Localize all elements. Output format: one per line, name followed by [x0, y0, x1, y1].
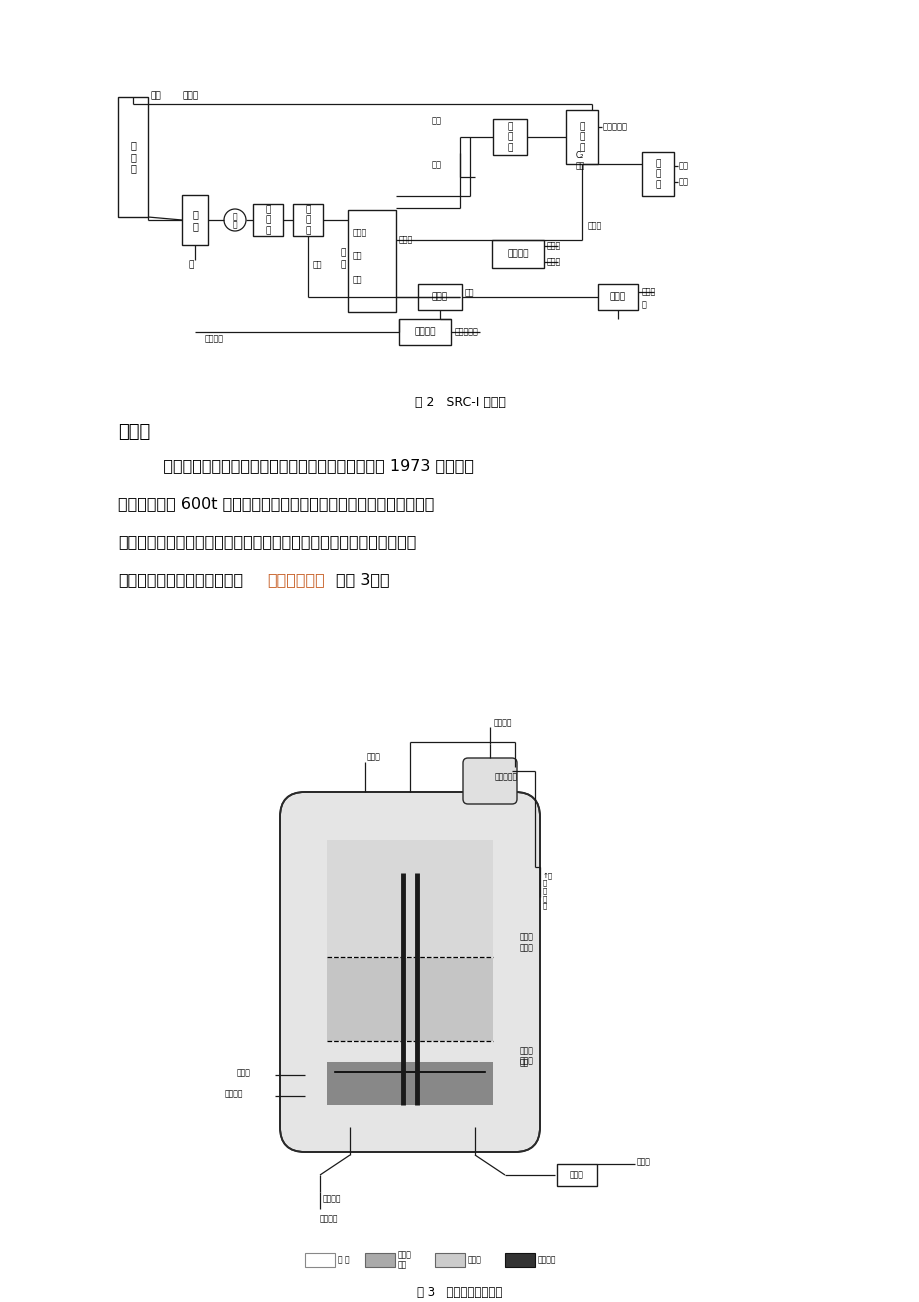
Text: 溶剂精炼煤: 溶剂精炼煤 [455, 328, 478, 336]
Text: 氢煎法的特点是采用加压傅化: 氢煎法的特点是采用加压傅化 [118, 573, 243, 587]
Text: 重油: 重油 [353, 275, 362, 284]
Text: C₂: C₂ [575, 151, 584, 160]
Text: 煎: 煎 [188, 260, 194, 270]
Text: 使煎在氢压下裂解成小分子的烃类液体燃料。与其他加氢液化法比较，: 使煎在氢压下裂解成小分子的烃类液体燃料。与其他加氢液化法比较， [118, 535, 416, 549]
FancyBboxPatch shape [493, 118, 527, 155]
Text: 液及煤氢: 液及煤氢 [538, 1255, 556, 1264]
Text: 由美国戴纳莱克特伦公司所属碳氢化合物研究公司于 1973 年开发，: 由美国戴纳莱克特伦公司所属碳氢化合物研究公司于 1973 年开发， [148, 458, 473, 474]
Text: 溶
解
器: 溶 解 器 [265, 206, 270, 234]
Text: 循环溦剂: 循环溦剂 [205, 335, 223, 344]
Text: 石脑油: 石脑油 [547, 241, 561, 250]
Text: 浆: 浆 [233, 220, 237, 229]
FancyBboxPatch shape [399, 319, 450, 345]
FancyBboxPatch shape [641, 152, 674, 197]
Text: 循环氢: 循环氢 [183, 91, 199, 100]
Text: 加氢精制: 加氢精制 [506, 250, 528, 259]
Text: 废催化剂: 废催化剂 [320, 1215, 338, 1224]
Bar [326, 840, 493, 957]
Text: 分
离
器: 分 离 器 [305, 206, 311, 234]
Text: 图 2   SRC-I 法流程: 图 2 SRC-I 法流程 [414, 396, 505, 409]
Text: 废催化剂: 废催化剂 [225, 1090, 244, 1099]
Text: 以上: 以上 [574, 161, 584, 171]
Text: 气体: 气体 [432, 116, 441, 125]
Text: 丙烷: 丙烷 [678, 161, 688, 171]
Bar [326, 958, 493, 1042]
FancyBboxPatch shape [492, 240, 543, 268]
Text: 馏: 馏 [341, 260, 346, 270]
Text: 分
离
器: 分 离 器 [579, 122, 584, 152]
Text: 煤: 煤 [233, 212, 237, 221]
Text: 蒸: 蒸 [341, 249, 346, 258]
Text: 循环泵: 循环泵 [570, 1170, 584, 1180]
Text: ↑催
氢
循
环
槽: ↑催 氢 循 环 槽 [542, 872, 552, 909]
Text: 石脑油: 石脑油 [399, 236, 413, 245]
Text: 气 体: 气 体 [337, 1255, 349, 1264]
Text: 催化剂: 催化剂 [468, 1255, 482, 1264]
Text: 气液分离器: 气液分离器 [494, 772, 517, 781]
Text: 筛板: 筛板 [519, 1059, 528, 1068]
Text: 建有日处理燤 600t 的半工业装置。原理是借助高温和傅化剂的作用，: 建有日处理燤 600t 的半工业装置。原理是借助高温和傅化剂的作用， [118, 496, 434, 512]
FancyBboxPatch shape [279, 792, 539, 1152]
Text: 流化床反应器: 流化床反应器 [267, 573, 325, 587]
Text: 氢气: 氢气 [432, 160, 441, 169]
Text: 石脑油: 石脑油 [587, 221, 602, 230]
Text: 真空闪蒸: 真空闪蒸 [414, 328, 436, 336]
Text: 燃料气: 燃料气 [641, 288, 655, 297]
FancyBboxPatch shape [253, 204, 283, 236]
Text: 催化剂
膨胀面: 催化剂 膨胀面 [519, 932, 533, 952]
Text: 残液: 残液 [464, 289, 474, 297]
Text: 氢及煤浆: 氢及煤浆 [323, 1194, 341, 1203]
Text: 破
碎: 破 碎 [192, 210, 198, 230]
Bar [505, 1253, 535, 1267]
Text: 产品油: 产品油 [547, 258, 561, 267]
FancyBboxPatch shape [292, 204, 323, 236]
Bar [305, 1253, 335, 1267]
Text: 合成天然气: 合成天然气 [602, 122, 628, 132]
Bar [326, 1062, 493, 1105]
Text: 催化剂
沉降面: 催化剂 沉降面 [519, 1046, 533, 1065]
Text: 循环油: 循环油 [636, 1157, 650, 1167]
FancyBboxPatch shape [417, 284, 461, 310]
Text: 反应产物: 反应产物 [494, 719, 512, 728]
Text: 氢煎法: 氢煎法 [118, 423, 150, 441]
Text: 净
化
器: 净 化 器 [506, 122, 512, 152]
FancyBboxPatch shape [182, 195, 208, 245]
FancyBboxPatch shape [556, 1164, 596, 1186]
Text: 浆液: 浆液 [312, 260, 323, 270]
Text: 过滤器: 过滤器 [431, 293, 448, 302]
Bar [365, 1253, 394, 1267]
FancyBboxPatch shape [118, 98, 148, 217]
Text: 煤浆及
气体: 煤浆及 气体 [398, 1250, 412, 1269]
Text: 气
化
器: 气 化 器 [130, 141, 136, 173]
Text: 丁烷: 丁烷 [678, 177, 688, 186]
Text: 分
离
器: 分 离 器 [654, 159, 660, 189]
Bar [435, 1253, 464, 1267]
Text: 新氢: 新氢 [151, 91, 162, 100]
Text: 轻油: 轻油 [353, 251, 362, 260]
Text: 煎: 煎 [641, 301, 646, 310]
FancyBboxPatch shape [462, 758, 516, 805]
Text: 催化料: 催化料 [367, 753, 380, 762]
Text: 图 3   氢煎法反应器结构: 图 3 氢煎法反应器结构 [417, 1285, 502, 1298]
Text: （图 3）。: （图 3）。 [336, 573, 390, 587]
FancyBboxPatch shape [347, 210, 395, 312]
Text: 石脑油: 石脑油 [353, 228, 367, 237]
FancyBboxPatch shape [565, 109, 597, 164]
Text: 气化器: 气化器 [609, 293, 626, 302]
Text: 催化剂: 催化剂 [237, 1069, 251, 1078]
FancyBboxPatch shape [597, 284, 637, 310]
